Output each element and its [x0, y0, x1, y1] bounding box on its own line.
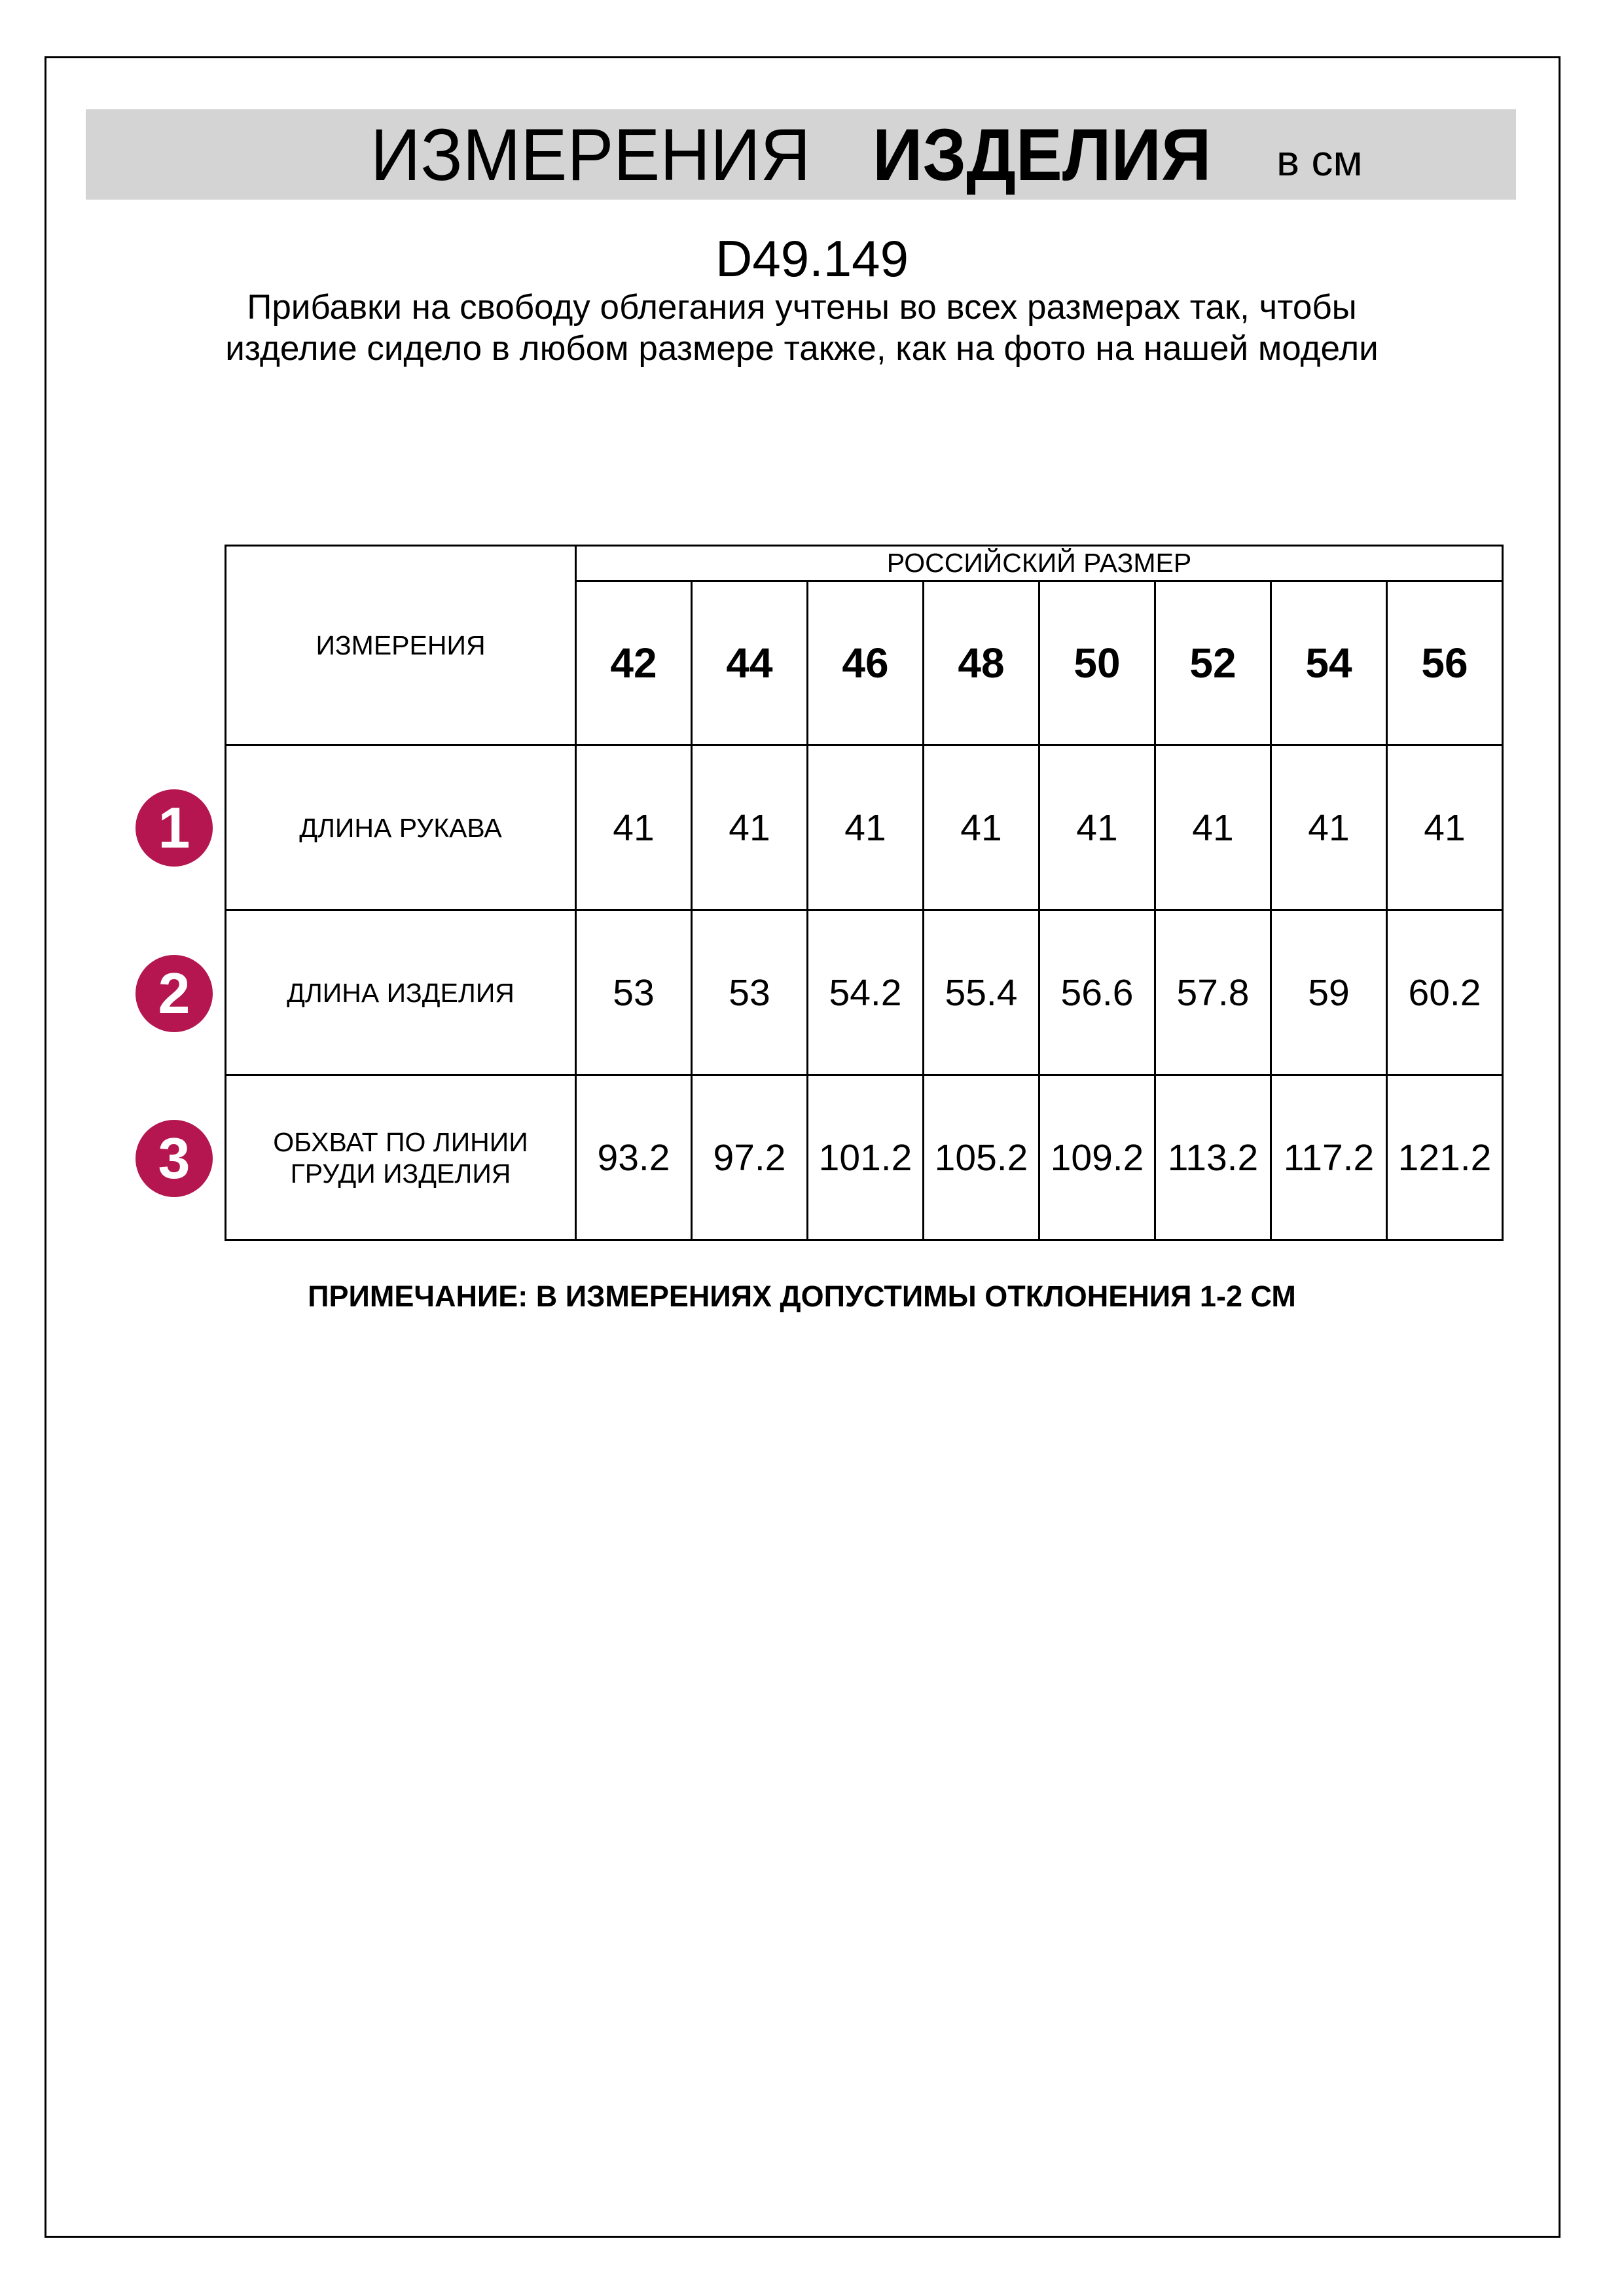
value-cell: 60.2 — [1386, 909, 1504, 1076]
row-number-badge: 2 — [135, 955, 213, 1032]
article-code: D49.149 — [715, 230, 909, 287]
page-frame — [45, 56, 1561, 2238]
value-cell: 59 — [1270, 909, 1388, 1076]
row-number-badge: 3 — [135, 1120, 213, 1197]
value-cell: 41 — [922, 744, 1040, 911]
row-label: ДЛИНА ИЗДЕЛИЯ — [225, 909, 577, 1076]
value-cell: 55.4 — [922, 909, 1040, 1076]
corner-label: ИЗМЕРЕНИЯ — [225, 545, 577, 746]
value-cell: 101.2 — [806, 1074, 924, 1241]
value-cell: 41 — [575, 744, 693, 911]
value-cell: 41 — [691, 744, 808, 911]
value-cell: 113.2 — [1154, 1074, 1272, 1241]
value-cell: 53 — [691, 909, 808, 1076]
table-row: ДЛИНА ИЗДЕЛИЯ 53 53 54.2 55.4 56.6 57.8 59 60.2 — [225, 909, 1504, 1076]
value-cell: 41 — [1038, 744, 1156, 911]
value-cell: 53 — [575, 909, 693, 1076]
title-regular: ИЗМЕРЕНИЯ — [370, 114, 811, 196]
value-cell: 41 — [1386, 744, 1504, 911]
value-cell: 97.2 — [691, 1074, 808, 1241]
sizes-row: 42 44 46 48 50 52 54 56 — [226, 580, 1504, 746]
value-cell: 57.8 — [1154, 909, 1272, 1076]
description: Прибавки на свободу облегания учтены во … — [225, 288, 1379, 368]
note: ПРИМЕЧАНИЕ: В ИЗМЕРЕНИЯХ ДОПУСТИМЫ ОТКЛО… — [308, 1280, 1296, 1313]
title-banner — [86, 109, 1516, 200]
size-header: 44 — [691, 580, 808, 746]
value-cell: 54.2 — [806, 909, 924, 1076]
value-cell: 117.2 — [1270, 1074, 1388, 1241]
value-cell: 121.2 — [1386, 1074, 1504, 1241]
value-cell: 41 — [806, 744, 924, 911]
value-cell: 93.2 — [575, 1074, 693, 1241]
size-group-label: РОССИЙСКИЙ РАЗМЕР — [575, 545, 1504, 582]
row-label: ОБХВАТ ПО ЛИНИИ ГРУДИ ИЗДЕЛИЯ — [225, 1074, 577, 1241]
value-cell: 41 — [1270, 744, 1388, 911]
value-cell: 56.6 — [1038, 909, 1156, 1076]
row-label: ДЛИНА РУКАВА — [225, 744, 577, 911]
value-cell: 109.2 — [1038, 1074, 1156, 1241]
size-header: 56 — [1386, 580, 1504, 746]
table-row: ОБХВАТ ПО ЛИНИИ ГРУДИ ИЗДЕЛИЯ 93.2 97.2 101… — [225, 1074, 1504, 1241]
size-header: 54 — [1270, 580, 1388, 746]
title-bold: ИЗДЕЛИЯ — [873, 114, 1212, 196]
size-header: 46 — [806, 580, 924, 746]
size-header: 42 — [575, 580, 693, 746]
row-number-badge: 1 — [135, 789, 213, 867]
size-header: 52 — [1154, 580, 1272, 746]
size-table: ИЗМЕРЕНИЯ РОССИЙСКИЙ РАЗМЕР 42 44 46 48 50 52… — [225, 545, 1504, 1241]
title-unit: в см — [1276, 136, 1363, 185]
table-row: ДЛИНА РУКАВА 41 41 41 41 41 41 41 41 — [225, 744, 1504, 911]
value-cell: 41 — [1154, 744, 1272, 911]
size-header: 50 — [1038, 580, 1156, 746]
value-cell: 105.2 — [922, 1074, 1040, 1241]
size-header: 48 — [922, 580, 1040, 746]
